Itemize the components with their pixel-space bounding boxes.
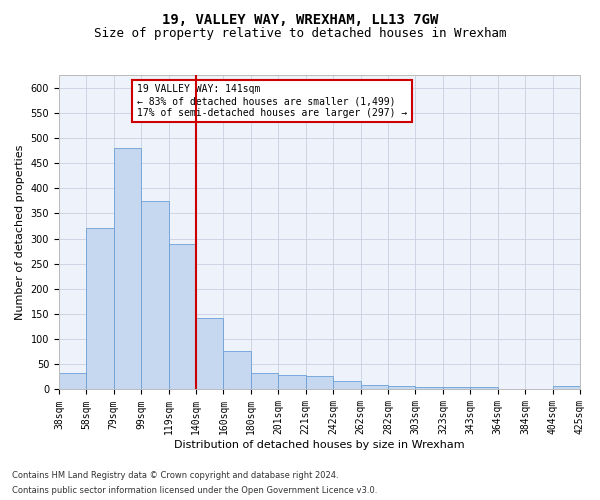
Y-axis label: Number of detached properties: Number of detached properties bbox=[15, 144, 25, 320]
Bar bbox=[114, 148, 141, 390]
Bar bbox=[470, 387, 498, 390]
Bar bbox=[333, 382, 361, 390]
Text: 19 VALLEY WAY: 141sqm
← 83% of detached houses are smaller (1,499)
17% of semi-d: 19 VALLEY WAY: 141sqm ← 83% of detached … bbox=[137, 84, 407, 117]
Text: Contains HM Land Registry data © Crown copyright and database right 2024.: Contains HM Land Registry data © Crown c… bbox=[12, 471, 338, 480]
Bar bbox=[553, 386, 580, 390]
Bar bbox=[169, 244, 196, 390]
Bar bbox=[223, 351, 251, 390]
Bar bbox=[361, 385, 388, 390]
Text: Size of property relative to detached houses in Wrexham: Size of property relative to detached ho… bbox=[94, 28, 506, 40]
Bar bbox=[415, 387, 443, 390]
Text: Contains public sector information licensed under the Open Government Licence v3: Contains public sector information licen… bbox=[12, 486, 377, 495]
Bar bbox=[306, 376, 333, 390]
Bar bbox=[443, 388, 470, 390]
Bar bbox=[59, 374, 86, 390]
Text: 19, VALLEY WAY, WREXHAM, LL13 7GW: 19, VALLEY WAY, WREXHAM, LL13 7GW bbox=[162, 12, 438, 26]
Bar bbox=[141, 201, 169, 390]
X-axis label: Distribution of detached houses by size in Wrexham: Distribution of detached houses by size … bbox=[174, 440, 465, 450]
Bar bbox=[388, 386, 415, 390]
Bar bbox=[86, 228, 114, 390]
Bar bbox=[251, 374, 278, 390]
Bar bbox=[196, 318, 223, 390]
Bar bbox=[278, 375, 306, 390]
